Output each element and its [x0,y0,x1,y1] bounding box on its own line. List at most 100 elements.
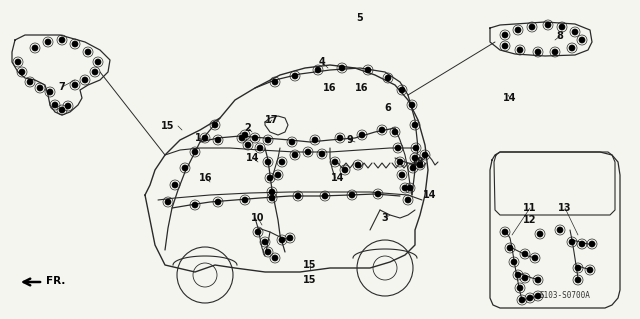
Circle shape [265,137,271,143]
Circle shape [410,165,416,171]
Circle shape [519,297,525,303]
Text: S103-S0700A: S103-S0700A [540,291,591,300]
Circle shape [269,189,275,195]
Circle shape [279,159,285,165]
Circle shape [405,197,411,203]
Text: 5: 5 [356,13,364,23]
Circle shape [262,239,268,245]
Circle shape [215,199,221,205]
Circle shape [515,27,521,33]
Text: 9: 9 [347,135,353,145]
Circle shape [19,69,25,75]
Circle shape [312,137,318,143]
Text: 18: 18 [411,157,425,167]
Circle shape [47,89,53,95]
Circle shape [589,241,595,247]
Circle shape [339,65,345,71]
Circle shape [65,103,71,109]
Circle shape [545,22,551,28]
Circle shape [349,192,355,198]
Circle shape [182,165,188,171]
Circle shape [517,285,523,291]
Circle shape [552,49,558,55]
Circle shape [395,145,401,151]
Circle shape [165,199,171,205]
Text: 15: 15 [161,121,175,131]
Text: 15: 15 [303,275,317,285]
Circle shape [337,135,343,141]
Circle shape [355,162,361,168]
Circle shape [422,152,428,158]
Circle shape [527,295,533,301]
Text: 16: 16 [323,83,337,93]
Circle shape [27,79,33,85]
Circle shape [252,135,258,141]
Circle shape [172,182,178,188]
Circle shape [287,235,293,241]
Circle shape [212,122,218,128]
Text: 17: 17 [265,115,279,125]
Text: 10: 10 [252,213,265,223]
Circle shape [265,159,271,165]
Circle shape [579,241,585,247]
Circle shape [45,39,51,45]
Circle shape [322,193,328,199]
Circle shape [192,202,198,208]
Circle shape [267,175,273,181]
Circle shape [239,135,245,141]
Circle shape [85,49,91,55]
Circle shape [242,132,248,138]
Text: 11: 11 [524,203,537,213]
Circle shape [511,259,517,265]
Circle shape [502,43,508,49]
Circle shape [397,159,403,165]
Circle shape [502,32,508,38]
Circle shape [279,237,285,243]
Circle shape [417,162,423,168]
Circle shape [535,293,541,299]
Circle shape [72,82,78,88]
Circle shape [292,73,298,79]
Circle shape [392,129,398,135]
Circle shape [15,59,21,65]
Circle shape [587,267,593,273]
Circle shape [535,277,541,283]
Circle shape [412,122,418,128]
Text: 1: 1 [195,133,202,143]
Circle shape [399,87,405,93]
Circle shape [72,41,78,47]
Circle shape [202,135,208,141]
Circle shape [215,137,221,143]
Text: 16: 16 [355,83,369,93]
Circle shape [82,77,88,83]
Circle shape [275,172,281,178]
Circle shape [319,151,325,157]
Circle shape [535,49,541,55]
Text: 8: 8 [557,31,563,41]
Text: 3: 3 [381,213,388,223]
Circle shape [507,245,513,251]
Circle shape [502,229,508,235]
Circle shape [52,102,58,108]
Circle shape [342,167,348,173]
Text: 4: 4 [319,57,325,67]
Circle shape [92,69,98,75]
Circle shape [375,191,381,197]
Circle shape [575,277,581,283]
Text: 14: 14 [246,153,260,163]
Circle shape [522,275,528,281]
Text: 12: 12 [524,215,537,225]
Circle shape [37,85,43,91]
Text: 15: 15 [303,260,317,270]
Circle shape [59,37,65,43]
Circle shape [257,145,263,151]
Text: FR.: FR. [46,276,65,286]
Circle shape [265,249,271,255]
Circle shape [295,193,301,199]
Circle shape [572,29,578,35]
Circle shape [413,145,419,151]
Circle shape [32,45,38,51]
Circle shape [579,37,585,43]
Circle shape [192,149,198,155]
Circle shape [292,152,298,158]
